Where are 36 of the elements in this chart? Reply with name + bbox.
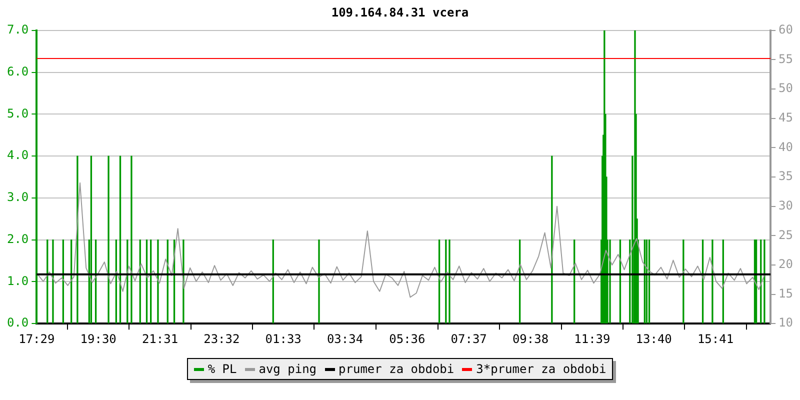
y2-tick-label: 20: [778, 257, 794, 272]
x-tick-label: 17:29: [18, 332, 55, 346]
y2-tick-label: 55: [778, 52, 794, 66]
y-tick-label: 7.0: [6, 22, 29, 37]
y-tick-label: 6.0: [6, 64, 29, 78]
legend-label: prumer za obdobi: [338, 362, 454, 376]
x-tick-label: 21:31: [142, 332, 178, 346]
y-tick-label: 0.0: [6, 316, 29, 330]
y2-tick-label: 25: [778, 228, 794, 242]
legend-label: avg ping: [258, 362, 317, 376]
y2-tick-label: 40: [778, 140, 794, 154]
x-tick-label: 11:39: [574, 332, 610, 346]
y2-tick-label: 50: [778, 81, 794, 96]
y-tick-label: 4.0: [6, 148, 29, 162]
x-tick-label: 07:37: [450, 332, 487, 346]
y-tick-label: 1.0: [6, 274, 29, 288]
y-tick-label: 2.0: [6, 232, 29, 246]
y2-tick-label: 10: [778, 316, 794, 330]
legend-label: 3*prumer za obdobi: [476, 362, 606, 376]
y-tick-label: 3.0: [6, 190, 29, 204]
x-tick-label: 09:38: [512, 332, 549, 346]
y2-tick-label: 35: [778, 169, 794, 184]
x-tick-label: 23:32: [204, 332, 240, 346]
x-tick-label: 05:36: [389, 332, 426, 346]
y2-tick-label: 60: [778, 22, 794, 37]
legend-label: % PL: [208, 362, 237, 376]
x-tick-label: 01:33: [265, 332, 302, 346]
y2-tick-label: 45: [778, 110, 794, 124]
x-tick-label: 03:34: [326, 332, 364, 346]
y2-tick-label: 15: [778, 286, 794, 300]
x-tick-label: 19:30: [80, 332, 116, 346]
y-tick-label: 5.0: [6, 106, 29, 120]
x-tick-label: 13:40: [636, 332, 672, 346]
y2-tick-label: 30: [778, 198, 794, 212]
x-tick-label: 15:41: [697, 332, 734, 346]
chart-title: 109.164.84.31 vcera: [331, 5, 469, 20]
